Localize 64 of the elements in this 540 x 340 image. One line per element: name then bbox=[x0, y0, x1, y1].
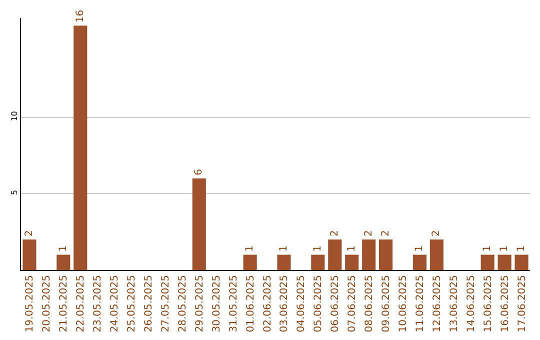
x-tick-label: 19.05.2025 bbox=[24, 275, 36, 332]
bar bbox=[311, 254, 325, 270]
data-label: 2 bbox=[329, 230, 340, 236]
bar bbox=[480, 254, 494, 270]
x-tick-label: 26.05.2025 bbox=[144, 275, 154, 332]
bar bbox=[56, 254, 70, 270]
x-tick-label: 06.06.2025 bbox=[330, 275, 342, 332]
data-label: 1 bbox=[244, 245, 256, 252]
x-tick-label: 09.06.2025 bbox=[381, 275, 392, 332]
bar bbox=[22, 239, 36, 270]
data-label: 2 bbox=[431, 230, 442, 236]
bar bbox=[243, 254, 257, 270]
x-tick-label: 22.05.2025 bbox=[76, 275, 87, 332]
y-tick-label: 10 bbox=[10, 110, 19, 122]
data-label: 1 bbox=[58, 245, 69, 252]
data-label: 6 bbox=[194, 168, 205, 176]
bar bbox=[328, 239, 342, 270]
x-tick-label: 31.05.2025 bbox=[228, 275, 240, 332]
x-tick-label: 11.06.2025 bbox=[414, 275, 426, 332]
x-tick-label: 03.06.2025 bbox=[279, 275, 290, 332]
x-tick-label: 10.06.2025 bbox=[398, 275, 409, 332]
bar bbox=[192, 178, 206, 270]
x-tick-label: 21.05.2025 bbox=[58, 275, 70, 332]
x-tick-label: 12.06.2025 bbox=[432, 275, 443, 332]
x-tick-label: 16.06.2025 bbox=[500, 275, 511, 332]
bar bbox=[345, 254, 359, 270]
x-tick-label: 08.06.2025 bbox=[364, 275, 376, 332]
data-label: 1 bbox=[414, 245, 426, 252]
data-label: 1 bbox=[278, 245, 290, 252]
bar bbox=[498, 254, 512, 270]
bar bbox=[412, 254, 426, 270]
data-label: 1 bbox=[516, 245, 528, 252]
data-label: 2 bbox=[363, 230, 374, 236]
bar bbox=[277, 254, 291, 270]
x-tick-label: 23.05.2025 bbox=[92, 275, 104, 332]
x-tick-label: 05.06.2025 bbox=[313, 275, 324, 332]
bar bbox=[362, 239, 376, 270]
x-tick-label: 01.06.2025 bbox=[245, 275, 256, 332]
data-label: 1 bbox=[312, 245, 324, 252]
bar bbox=[379, 239, 393, 270]
x-tick-label: 20.05.2025 bbox=[42, 275, 53, 332]
x-tick-label: 02.06.2025 bbox=[262, 275, 274, 332]
bar bbox=[514, 254, 528, 270]
x-tick-label: 29.05.2025 bbox=[194, 275, 206, 332]
y-tick-label: 5 bbox=[10, 190, 19, 195]
data-label: 16 bbox=[74, 10, 86, 23]
x-tick-label: 07.06.2025 bbox=[347, 275, 358, 332]
data-label: 1 bbox=[482, 245, 494, 252]
x-tick-label: 27.05.2025 bbox=[160, 275, 172, 332]
data-label: 2 bbox=[380, 230, 392, 236]
x-tick-label: 17.06.2025 bbox=[516, 275, 528, 332]
data-label: 1 bbox=[499, 245, 510, 252]
x-tick-label: 14.06.2025 bbox=[466, 275, 477, 332]
x-tick-label: 30.05.2025 bbox=[211, 275, 222, 332]
x-tick-label: 24.05.2025 bbox=[110, 275, 121, 332]
x-tick-label: 28.05.2025 bbox=[177, 275, 188, 332]
bar bbox=[74, 26, 88, 270]
x-tick-label: 13.06.2025 bbox=[448, 275, 460, 332]
x-tick-label: 15.06.2025 bbox=[482, 275, 494, 332]
data-label: 1 bbox=[346, 245, 358, 252]
data-label: 2 bbox=[24, 230, 35, 236]
bar bbox=[430, 239, 444, 270]
x-tick-label: 25.05.2025 bbox=[126, 275, 138, 332]
x-tick-label: 04.06.2025 bbox=[296, 275, 308, 332]
